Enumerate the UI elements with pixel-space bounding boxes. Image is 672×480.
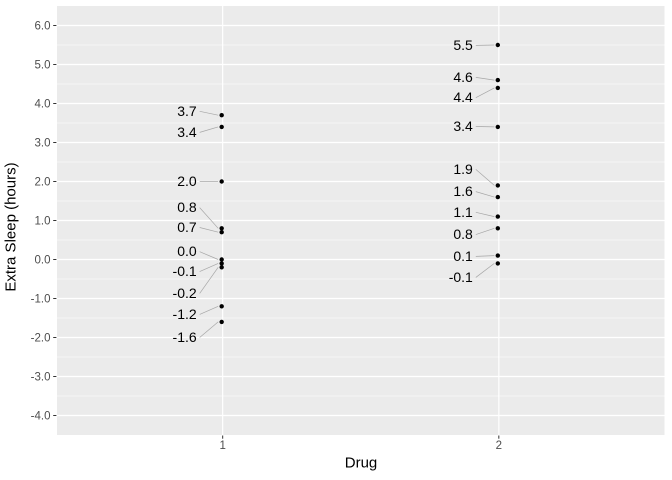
data-point-label: -0.1 [173,263,197,279]
label-leader-line [475,227,495,235]
y-tick-label: 3.0 [35,138,51,150]
data-point [495,124,501,130]
data-point [219,265,224,270]
y-tick-label: -2.0 [31,333,51,345]
data-point-label: -1.2 [173,306,197,322]
x-tick-label: 1 [219,440,225,452]
data-point-label: 0.8 [177,199,197,215]
data-point [219,230,224,235]
data-point [219,257,224,262]
x-tick-label: 2 [496,440,502,452]
data-point [219,319,224,325]
label-leader-line [199,110,219,116]
data-point-label: 3.7 [177,103,197,119]
x-axis-title: Drug [344,454,378,472]
data-point [495,261,501,266]
label-leader-line [199,321,219,338]
y-tick-label: 4.0 [35,99,51,111]
y-tick-label: 6.0 [35,21,51,33]
label-leader-line [199,251,219,260]
data-point [219,226,224,231]
label-leader-line [475,77,495,81]
label-leader-line [199,267,219,294]
data-point-label: 0.0 [177,243,197,259]
y-tick-label: -3.0 [31,372,51,384]
data-point-label: 4.4 [453,89,473,105]
data-point-label: 3.4 [177,124,197,140]
data-point [495,183,501,188]
data-point-label: 0.8 [453,226,473,242]
label-leader-line [199,263,219,272]
y-tick-labels: 6.0 5.0 4.0 3.0 2.0 1.0 0.0 -1.0 -2.0 -3.0 -4.0 [31,21,51,423]
y-tick-label: 2.0 [35,177,51,189]
y-tick-label: 0.0 [35,255,51,267]
data-point-label: -0.1 [449,269,473,285]
data-point-label: 2.0 [177,173,197,189]
label-leader-line [475,263,495,278]
data-point-label: 4.6 [453,69,473,85]
label-leader-line [199,207,219,229]
label-leader-line [475,87,495,98]
data-labels: 3.7 3.4 2.0 0.8 0.7 0.0 -0.1 -0.2 -1.2 -1.6 5.5 4.6… [173,37,473,345]
data-point-label: 5.5 [453,37,473,53]
data-point [495,194,501,200]
gridlines-major [57,6,665,435]
data-point-label: -0.2 [173,285,197,301]
data-point-label: 0.1 [453,248,473,264]
data-point-label: 3.4 [453,118,473,134]
label-leader-line [475,169,495,186]
data-point [495,226,501,231]
y-tick-label: 1.0 [35,216,51,228]
data-point [219,261,224,266]
data-point [219,304,224,309]
data-point-label: 1.9 [453,161,473,177]
leader-lines [199,44,495,338]
data-point [495,85,501,91]
label-leader-line [199,227,219,233]
data-point [495,77,501,83]
data-point [495,214,501,219]
axis-ticks [53,25,500,439]
data-point-label: 1.6 [453,183,473,199]
data-point [495,42,501,48]
data-point [219,124,224,130]
data-point-label: 0.7 [177,219,197,235]
label-leader-line [475,191,495,198]
data-point [219,179,224,184]
y-tick-label: 5.0 [35,60,51,72]
data-point [219,113,224,118]
y-tick-label: -1.0 [31,294,51,306]
label-leader-line [475,255,495,257]
label-leader-line [199,305,219,315]
label-leader-line [199,126,219,133]
data-point-label: -1.6 [173,329,197,345]
label-leader-line [475,211,495,217]
gridlines-minor [57,44,665,397]
data-point [495,253,501,258]
y-axis-title: Extra Sleep (hours) [2,162,20,292]
data-point-label: 1.1 [453,204,473,220]
data-points [219,42,501,325]
y-tick-label: -4.0 [31,411,51,423]
